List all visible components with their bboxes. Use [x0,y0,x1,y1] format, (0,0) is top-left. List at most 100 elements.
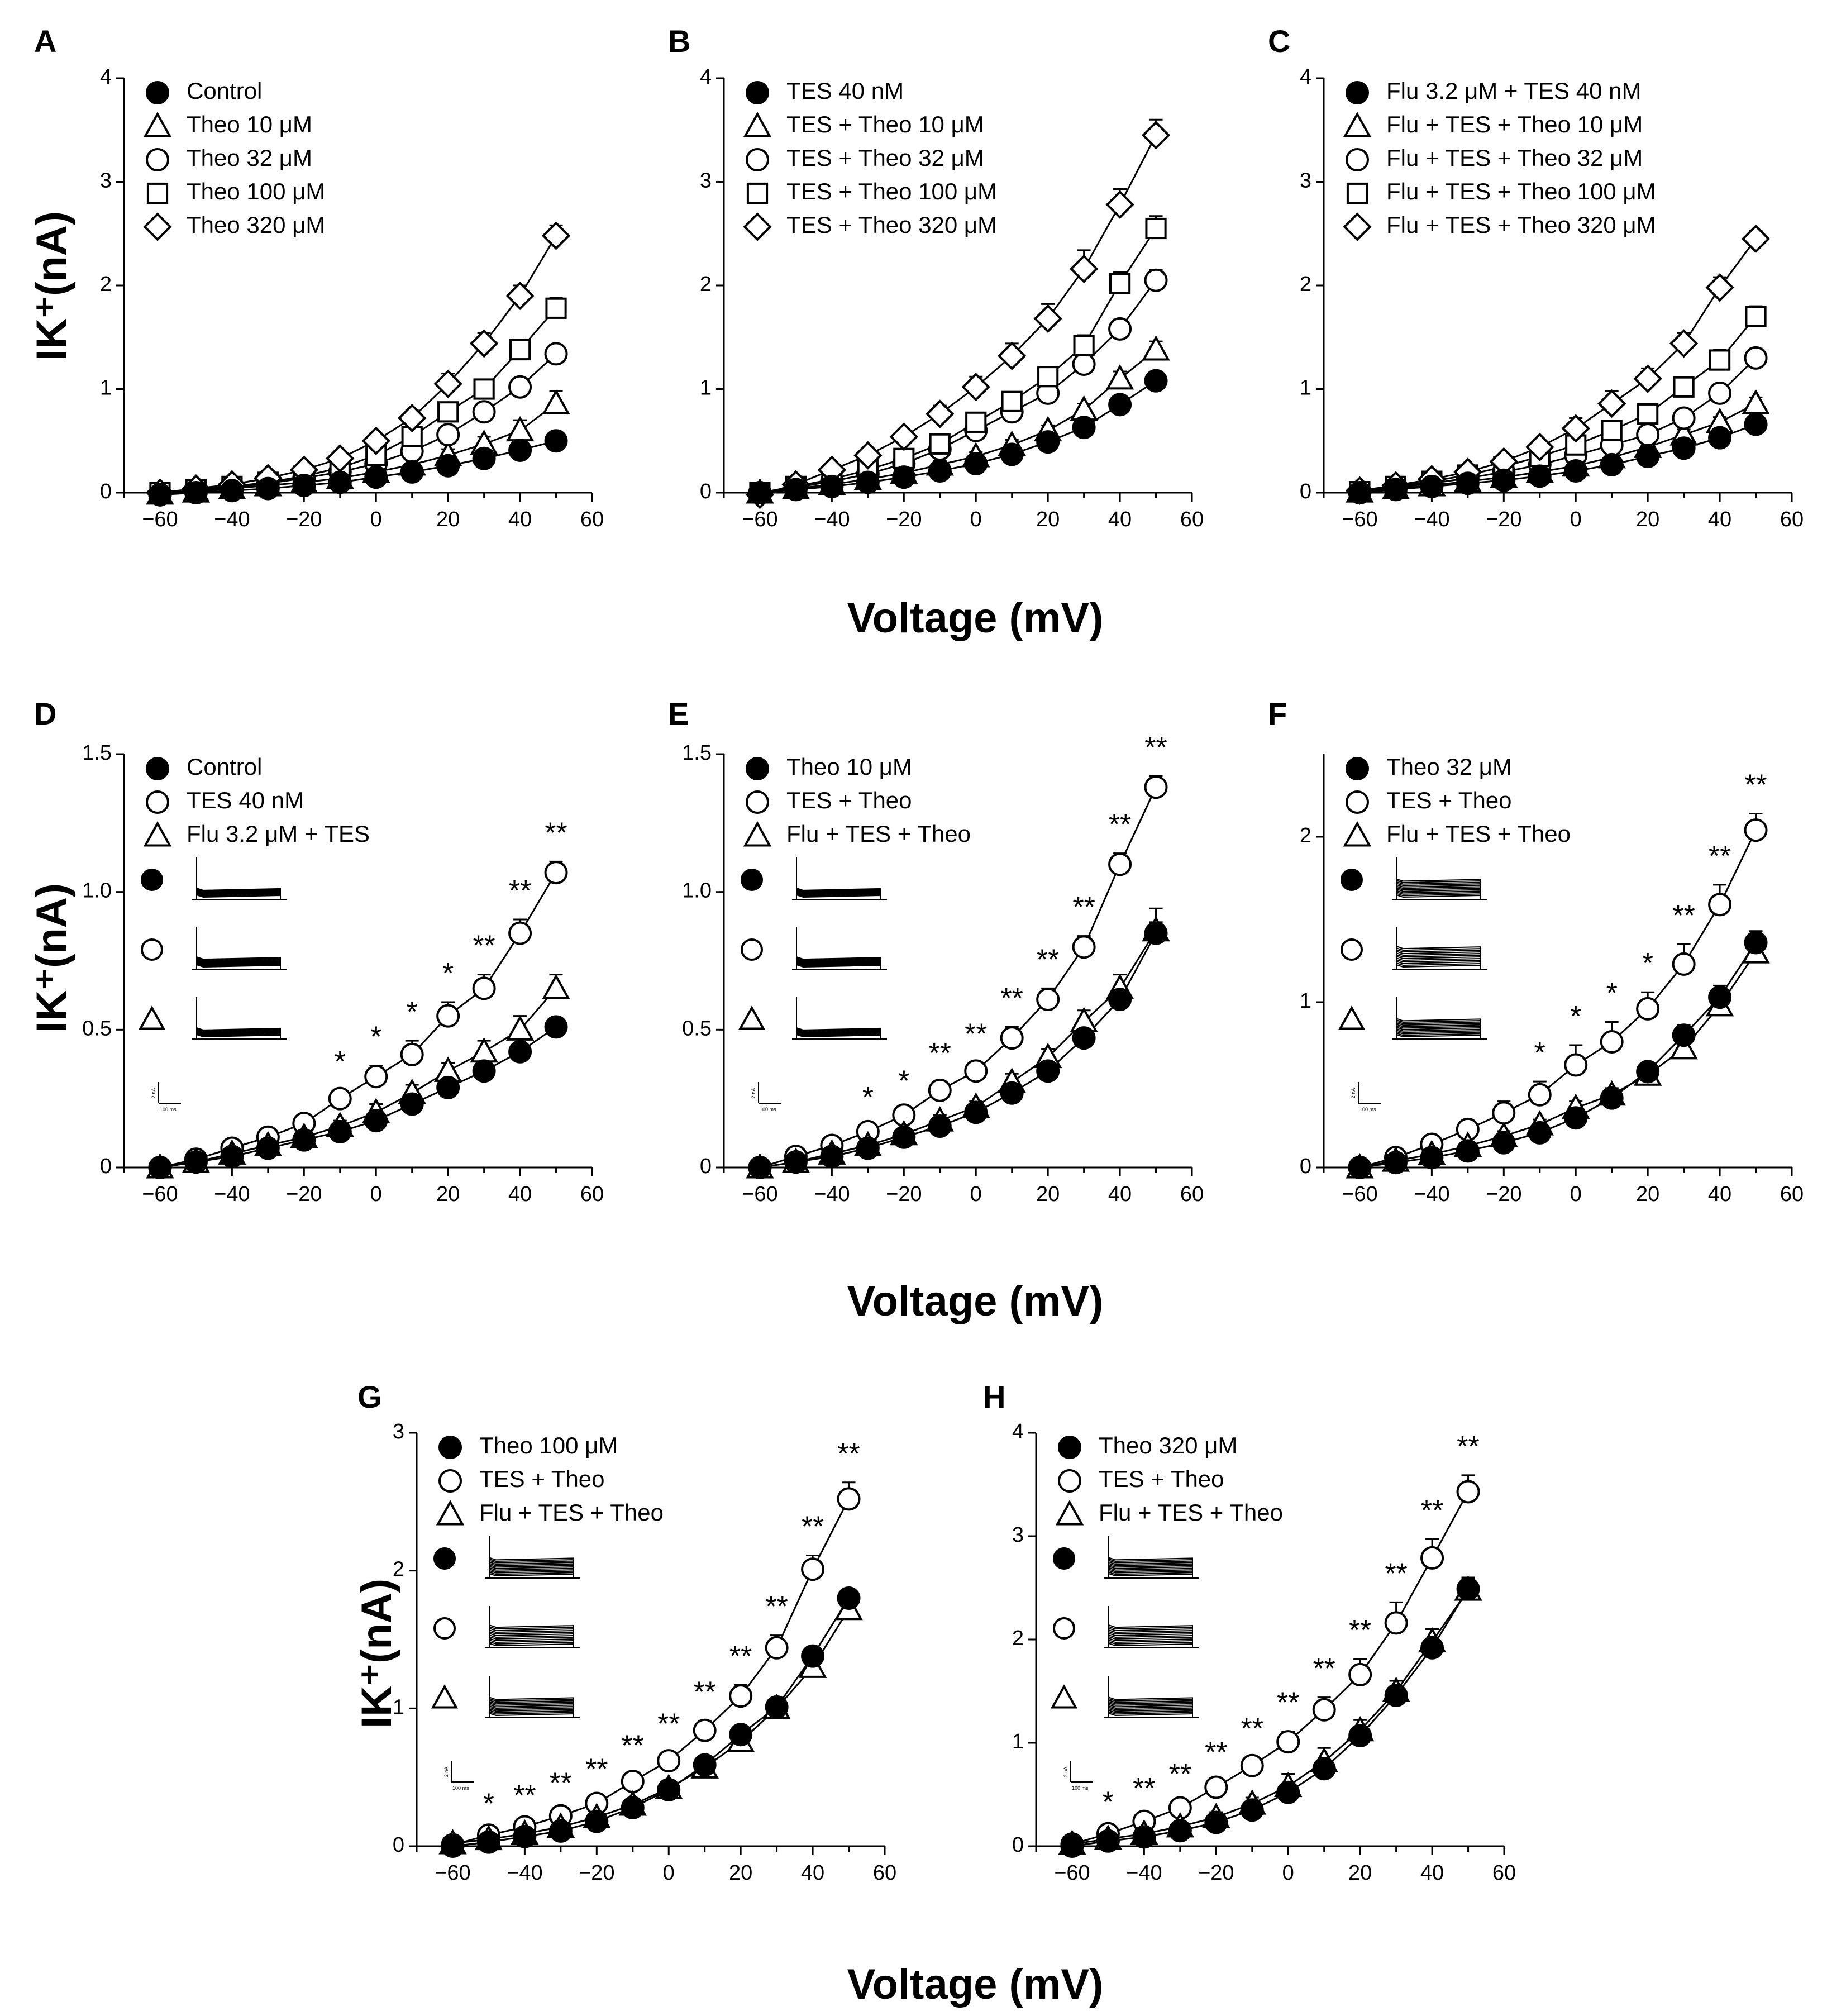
markers-e-0 [748,921,1168,1179]
data-point [364,465,388,489]
data-point [398,403,427,433]
data-point [256,1136,280,1160]
significance-mark: ** [929,1037,951,1070]
data-point [1672,1023,1696,1047]
data-point [1636,997,1660,1021]
legend-marker [146,182,169,204]
legend-marker [146,790,169,814]
data-point [1384,1683,1408,1707]
data-point [998,341,1027,370]
data-point [548,1819,573,1843]
x-tick-label: −20 [886,1183,922,1206]
x-tick-label: −40 [1414,508,1449,531]
data-point [361,426,390,455]
legend-marker [1055,1500,1084,1526]
data-point [364,1065,388,1089]
data-point [1492,1101,1516,1125]
scale-bar-current-label: 2 nA [1351,1088,1356,1099]
legend-marker [1346,790,1369,814]
x-tick-label: 20 [436,508,460,531]
data-point [508,921,532,945]
significance-mark: ** [1144,731,1167,764]
data-point [328,1119,352,1143]
panel-label-a: A [34,23,56,59]
significance-mark: ** [513,1780,536,1812]
trace-sweep [1396,878,1481,899]
x-tick-label: −20 [1198,1861,1234,1885]
y-axis-title-row3: IK⁺(nA) [353,1579,400,1728]
panel-b: B 0 1 2 3 4 −60 −40 −20 0 20 40 60 TES 40 nM TES + The… [668,23,1204,531]
legend-label: TES 40 nM [187,787,304,813]
y-tick-label: 0.5 [682,1017,712,1040]
data-point [1204,1810,1228,1834]
markers-d-0 [148,1015,568,1179]
significance-mark: * [483,1788,494,1820]
data-point [1072,935,1096,959]
data-point [1168,1819,1192,1843]
x-tick-label: 40 [508,1183,532,1206]
data-point [1420,1546,1444,1570]
data-point [1600,452,1624,476]
data-point [1709,349,1731,371]
significance-mark: ** [1313,1653,1335,1685]
data-point [505,281,535,311]
data-point [220,1145,244,1169]
data-point [508,1040,532,1064]
x-tick-label: −20 [1486,1183,1521,1206]
data-point [784,478,808,502]
data-point [784,1150,808,1174]
significance-mark: ** [1205,1736,1227,1769]
trace-sweep [1396,1018,1481,1039]
x-tick-label: 60 [1492,1861,1516,1885]
data-point [1000,1081,1024,1105]
data-point [1000,442,1024,466]
data-point [292,474,316,498]
y-tick-label: 1.0 [82,879,112,903]
x-tick-label: −20 [286,1183,322,1206]
trace-sweep [196,1027,281,1039]
scale-bar-current-label: 2 nA [1063,1767,1068,1777]
inset-row-marker [431,1684,459,1709]
scale-bar-current-label: 2 nA [151,1088,156,1099]
legend-label: TES + Theo [479,1466,605,1492]
data-point [541,221,571,250]
data-point [1276,1730,1300,1754]
data-point [1348,1724,1372,1748]
inset-trace [1392,857,1487,900]
data-point [1384,1611,1408,1635]
legend-label: TES + Theo 10 μM [786,111,984,137]
data-point [1144,268,1168,292]
data-point [1600,1086,1624,1110]
y-tick-label: 3 [100,169,112,193]
inset-trace [1104,1676,1199,1718]
data-point [1708,985,1732,1009]
legend-label: Theo 100 μM [187,178,325,204]
data-point [1384,478,1408,502]
data-point [472,1059,496,1083]
x-tick-label: 40 [801,1861,824,1885]
trace-sweep [1108,1557,1193,1578]
x-axis-title-row2: Voltage (mV) [847,1278,1104,1325]
inset-trace [192,927,287,970]
data-point [657,1749,681,1773]
significance-mark: ** [473,930,495,962]
data-point [1073,335,1095,356]
scale-bar [1070,1761,1093,1783]
significance-mark: ** [1072,892,1095,924]
data-point [585,1809,609,1833]
data-point [1108,317,1132,341]
y-tick-label: 0 [393,1833,404,1857]
inset-row-marker [1053,1617,1075,1640]
data-point [256,476,280,501]
significance-mark: ** [765,1591,788,1623]
legend-e: Theo 10 μM TES + Theo Flu + TES + Theo [743,754,971,847]
data-point [621,1795,645,1819]
data-point [1384,1151,1408,1175]
data-point [1633,364,1662,393]
x-tick-label: 40 [1420,1861,1444,1885]
data-point [148,1156,172,1179]
significance-mark: ** [693,1676,715,1709]
inset-trace [485,1536,580,1579]
data-point [1348,1662,1372,1686]
data-point [328,1086,352,1111]
